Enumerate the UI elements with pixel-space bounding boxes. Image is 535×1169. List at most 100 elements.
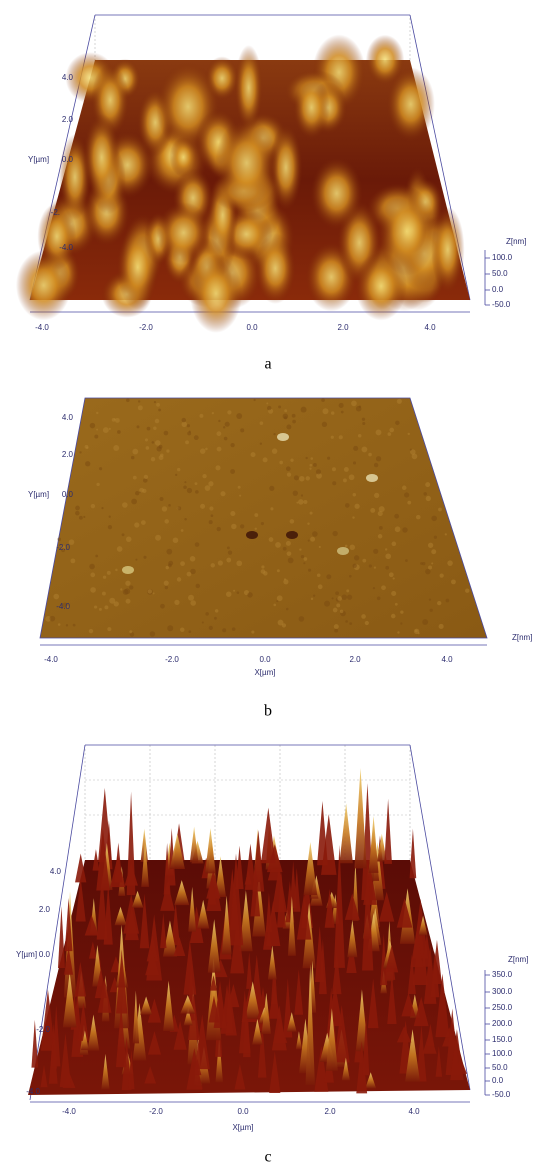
grain bbox=[316, 472, 322, 479]
grain bbox=[223, 436, 228, 441]
grain bbox=[154, 440, 161, 446]
axis-label: 4.0 bbox=[62, 73, 74, 82]
grain bbox=[131, 498, 137, 505]
spike bbox=[305, 964, 315, 1086]
grain bbox=[156, 402, 160, 407]
grain bbox=[176, 577, 182, 582]
grain bbox=[354, 503, 360, 509]
spike bbox=[173, 1020, 187, 1050]
grain bbox=[230, 469, 236, 474]
grain bbox=[145, 446, 150, 450]
spike bbox=[139, 893, 150, 949]
spike bbox=[114, 842, 123, 883]
axis-label: -4.0 bbox=[56, 602, 70, 611]
grain bbox=[303, 562, 306, 565]
peak bbox=[58, 134, 91, 221]
spike bbox=[221, 895, 232, 955]
spike bbox=[296, 893, 312, 940]
grain bbox=[396, 398, 402, 404]
grain bbox=[135, 558, 138, 561]
spot bbox=[286, 531, 298, 539]
grain bbox=[146, 426, 151, 431]
spike bbox=[368, 815, 379, 873]
grain bbox=[136, 425, 140, 429]
grain bbox=[391, 590, 397, 596]
spike bbox=[333, 844, 345, 968]
spike bbox=[421, 933, 432, 967]
spike bbox=[321, 814, 337, 875]
spike bbox=[387, 972, 397, 1024]
grain bbox=[361, 446, 368, 453]
grain bbox=[388, 572, 394, 578]
spike bbox=[173, 936, 186, 957]
spike bbox=[215, 856, 227, 898]
peak bbox=[116, 224, 159, 310]
grain bbox=[307, 522, 310, 525]
spike bbox=[183, 1008, 193, 1026]
spike bbox=[208, 995, 220, 1023]
grain bbox=[309, 467, 312, 470]
axis-label: Z[nm] bbox=[508, 955, 528, 964]
grain bbox=[420, 562, 423, 565]
grain bbox=[348, 474, 355, 481]
grain bbox=[177, 467, 181, 472]
axis-label: 250.0 bbox=[492, 1003, 513, 1012]
grain bbox=[283, 579, 289, 585]
grain bbox=[390, 613, 396, 619]
spike bbox=[189, 826, 199, 863]
spike bbox=[131, 890, 144, 908]
grain bbox=[154, 418, 160, 424]
grain bbox=[188, 430, 191, 433]
grain bbox=[381, 585, 386, 591]
grain bbox=[298, 499, 304, 505]
grain bbox=[174, 599, 180, 606]
grain bbox=[180, 529, 184, 532]
grain bbox=[332, 481, 337, 486]
grain bbox=[135, 491, 140, 496]
grain bbox=[79, 451, 82, 454]
grain bbox=[72, 623, 76, 627]
spike bbox=[169, 833, 185, 869]
grain bbox=[193, 435, 199, 441]
grain bbox=[140, 520, 146, 525]
grain bbox=[324, 600, 331, 607]
axis-label: -2.0 bbox=[139, 323, 153, 332]
grain bbox=[339, 609, 344, 614]
grain bbox=[120, 588, 123, 591]
grain bbox=[334, 628, 339, 633]
grain bbox=[49, 615, 56, 622]
grain bbox=[352, 563, 357, 568]
spike bbox=[88, 941, 97, 959]
grain bbox=[90, 587, 96, 593]
grain bbox=[214, 609, 219, 613]
spike bbox=[171, 902, 180, 946]
grain bbox=[152, 592, 155, 595]
grain bbox=[126, 398, 130, 403]
grain bbox=[109, 597, 116, 604]
grain bbox=[276, 600, 279, 603]
spike bbox=[239, 990, 251, 1054]
grain bbox=[195, 490, 199, 494]
grain bbox=[224, 421, 230, 427]
grain bbox=[164, 519, 170, 524]
grain bbox=[261, 565, 265, 569]
grain bbox=[186, 424, 191, 428]
spike bbox=[40, 1064, 48, 1088]
peak bbox=[215, 118, 278, 208]
spike bbox=[87, 1014, 100, 1051]
grain bbox=[357, 434, 362, 438]
spike bbox=[124, 906, 139, 941]
axis-label: 4.0 bbox=[424, 323, 436, 332]
grain bbox=[114, 417, 120, 423]
spike bbox=[167, 828, 176, 886]
grain bbox=[95, 554, 99, 558]
grain bbox=[431, 562, 434, 565]
grain bbox=[143, 478, 148, 483]
grain bbox=[53, 593, 60, 600]
spike bbox=[230, 882, 240, 931]
axis-label: 2.0 bbox=[62, 115, 74, 124]
spike bbox=[197, 899, 210, 929]
grain bbox=[121, 533, 125, 537]
spike bbox=[418, 915, 428, 936]
grain bbox=[211, 411, 214, 415]
